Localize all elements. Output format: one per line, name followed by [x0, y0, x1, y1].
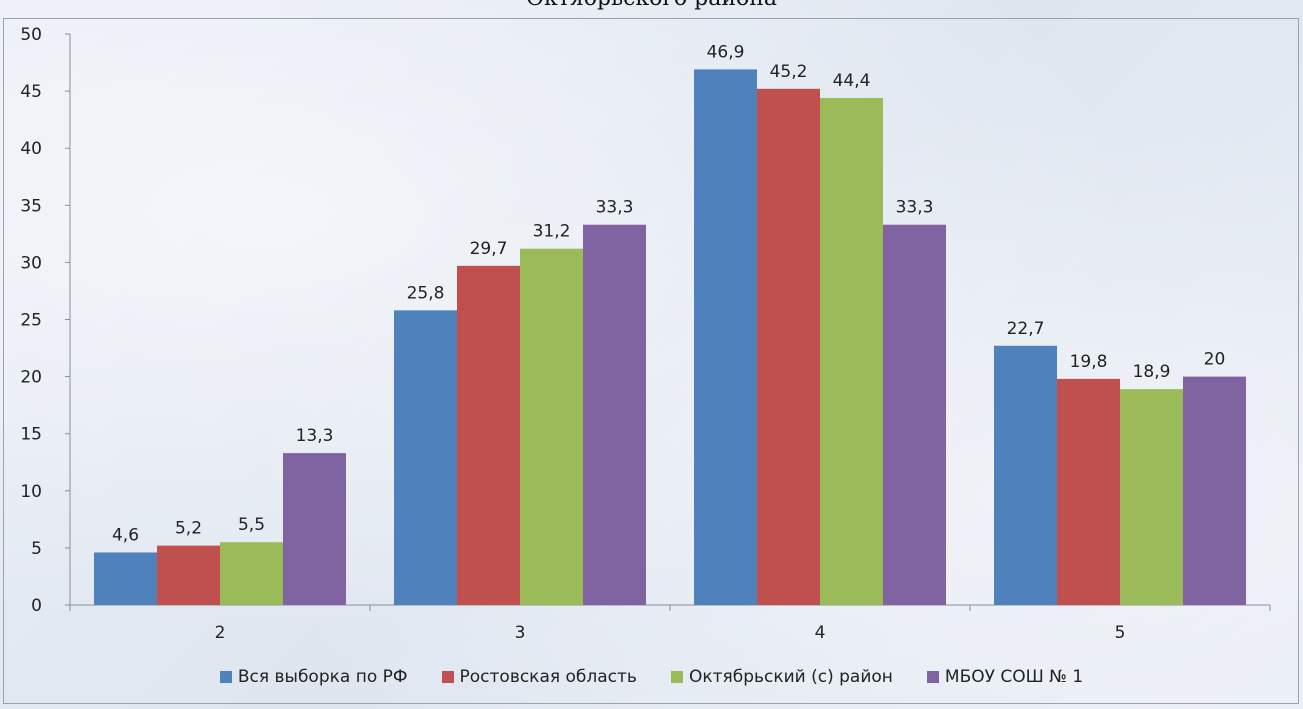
legend-swatch [219, 671, 232, 683]
legend-item: Ростовская область [441, 667, 637, 687]
bar [883, 224, 946, 606]
y-tick-label: 40 [20, 139, 42, 159]
bar [94, 552, 157, 605]
bar [457, 265, 520, 605]
y-tick-label: 15 [20, 425, 42, 445]
y-tick-label: 5 [31, 539, 42, 559]
y-tick-label: 35 [20, 196, 42, 216]
bar [820, 97, 883, 606]
legend-swatch [926, 671, 939, 683]
x-tick-label: 2 [215, 623, 226, 643]
legend-item: Октябрьский (с) район [670, 667, 893, 687]
data-label: 19,8 [1070, 352, 1108, 372]
y-tick-label: 30 [20, 253, 42, 273]
y-tick-label: 45 [20, 82, 42, 102]
bar [994, 345, 1057, 605]
data-label: 4,6 [112, 525, 139, 545]
bar [694, 69, 757, 606]
bar [157, 545, 220, 605]
data-label: 20 [1204, 350, 1226, 370]
data-label: 22,7 [1007, 319, 1045, 339]
bar [757, 88, 820, 606]
legend-label: МБОУ СОШ № 1 [944, 667, 1084, 687]
legend-label: Вся выборка по РФ [237, 667, 408, 687]
x-tick-label: 3 [515, 623, 526, 643]
bar [220, 542, 283, 605]
data-label: 33,3 [596, 198, 634, 218]
y-tick-label: 20 [20, 368, 42, 388]
legend-label: Октябрьский (с) район [688, 667, 893, 687]
legend-item: Вся выборка по РФ [219, 667, 408, 687]
chart-title: Октябрьского района [0, 0, 1303, 11]
chart-legend: Вся выборка по РФ Ростовская область Октяб… [0, 667, 1303, 687]
y-tick-label: 10 [20, 482, 42, 502]
data-label: 46,9 [707, 42, 745, 62]
legend-swatch [670, 671, 683, 683]
x-tick-label: 4 [815, 623, 826, 643]
data-label: 29,7 [470, 239, 508, 259]
data-label: 5,2 [175, 519, 202, 539]
bar [283, 453, 346, 605]
data-label: 25,8 [407, 283, 445, 303]
bar [1120, 389, 1183, 605]
legend-swatch [441, 671, 454, 683]
bar [1057, 378, 1120, 605]
y-tick-label: 0 [31, 596, 42, 616]
data-label: 13,3 [296, 426, 334, 446]
bar [394, 310, 457, 605]
data-label: 44,4 [833, 71, 871, 91]
y-tick-label: 50 [20, 25, 42, 45]
legend-label: Ростовская область [459, 667, 637, 687]
data-label: 18,9 [1133, 362, 1171, 382]
legend-item: МБОУ СОШ № 1 [926, 667, 1084, 687]
chart-frame [3, 18, 1299, 704]
x-tick-label: 5 [1115, 623, 1126, 643]
data-label: 31,2 [533, 222, 571, 242]
bar [520, 248, 583, 606]
data-label: 33,3 [896, 198, 934, 218]
bar [583, 224, 646, 606]
data-label: 5,5 [238, 515, 265, 535]
y-tick-label: 25 [20, 311, 42, 331]
data-label: 45,2 [770, 62, 808, 82]
bar [1183, 376, 1246, 605]
